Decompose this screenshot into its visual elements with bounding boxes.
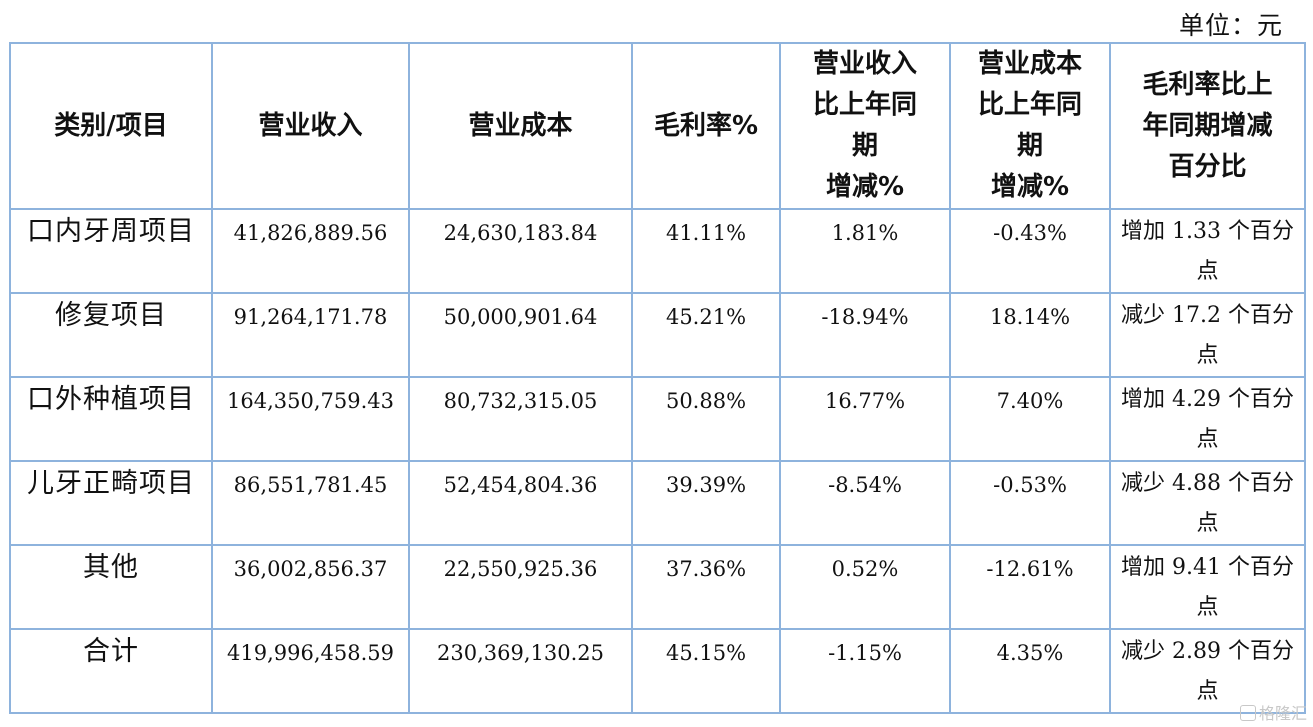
header-revenue-change: 营业收入 比上年同 期 增减% — [779, 42, 951, 210]
cell-revenue-change: -8.54% — [779, 460, 951, 546]
cell-margin: 45.15% — [631, 628, 781, 714]
cell-margin-change: 增加 1.33 个百分点 — [1109, 208, 1306, 294]
cell-category: 合计 — [9, 628, 213, 714]
cell-margin: 37.36% — [631, 544, 781, 630]
cell-margin: 41.11% — [631, 208, 781, 294]
watermark: 格隆汇 — [1239, 700, 1307, 724]
cell-margin: 45.21% — [631, 292, 781, 378]
header-cost: 营业成本 — [408, 42, 633, 210]
header-line: 营业收入 — [812, 49, 917, 79]
cell-cost-change: 7.40% — [949, 376, 1111, 462]
cell-category: 儿牙正畸项目 — [9, 460, 213, 546]
header-line: 增减% — [825, 172, 905, 202]
watermark-logo-icon — [1239, 705, 1256, 721]
cell-revenue-change: 16.77% — [779, 376, 951, 462]
cell-cost-change: -0.53% — [949, 460, 1111, 546]
cell-revenue-change: 1.81% — [779, 208, 951, 294]
cell-margin-change: 增加 9.41 个百分点 — [1109, 544, 1306, 630]
financial-table: 类别/项目 营业收入 营业成本 毛利率% 营业收入 比上年同 期 增减% 营业成… — [9, 42, 1306, 714]
cell-cost-change: -0.43% — [949, 208, 1111, 294]
header-line: 年同期增减 — [1142, 110, 1273, 141]
cell-revenue: 91,264,171.78 — [211, 292, 410, 378]
cell-category: 口内牙周项目 — [9, 208, 213, 294]
cell-cost: 24,630,183.84 — [408, 208, 633, 294]
cell-revenue-change: -1.15% — [779, 628, 951, 714]
cell-cost: 230,369,130.25 — [408, 628, 633, 714]
header-margin-change: 毛利率比上 年同期增减 百分比 — [1109, 42, 1306, 210]
header-row: 类别/项目 营业收入 营业成本 毛利率% 营业收入 比上年同 期 增减% 营业成… — [9, 42, 1306, 210]
table-row: 口外种植项目 164,350,759.43 80,732,315.05 50.8… — [9, 376, 1306, 462]
unit-label: 单位：元 — [1178, 11, 1283, 40]
cell-margin: 39.39% — [631, 460, 781, 546]
cell-cost-change: 18.14% — [949, 292, 1111, 378]
header-margin: 毛利率% — [631, 42, 781, 210]
cell-cost: 50,000,901.64 — [408, 292, 633, 378]
cell-revenue: 36,002,856.37 — [211, 544, 410, 630]
header-line: 百分比 — [1168, 151, 1247, 182]
cell-margin-change: 减少 4.88 个百分点 — [1109, 460, 1306, 546]
header-line: 比上年同 — [977, 90, 1082, 120]
table-row: 口内牙周项目 41,826,889.56 24,630,183.84 41.11… — [9, 208, 1306, 294]
cell-cost-change: 4.35% — [949, 628, 1111, 714]
cell-cost: 22,550,925.36 — [408, 544, 633, 630]
cell-margin: 50.88% — [631, 376, 781, 462]
header-line: 增减% — [990, 172, 1070, 202]
cell-revenue-change: -18.94% — [779, 292, 951, 378]
cell-category: 其他 — [9, 544, 213, 630]
header-cost-change: 营业成本 比上年同 期 增减% — [949, 42, 1111, 210]
cell-margin-change: 减少 17.2 个百分点 — [1109, 292, 1306, 378]
cell-margin-change: 减少 2.89 个百分点 — [1109, 628, 1306, 714]
cell-cost-change: -12.61% — [949, 544, 1111, 630]
header-line: 期 — [851, 131, 878, 161]
header-category: 类别/项目 — [9, 42, 213, 210]
cell-revenue: 86,551,781.45 — [211, 460, 410, 546]
cell-revenue: 164,350,759.43 — [211, 376, 410, 462]
header-line: 期 — [1016, 131, 1043, 161]
cell-cost: 80,732,315.05 — [408, 376, 633, 462]
header-line: 比上年同 — [812, 90, 917, 120]
cell-category: 口外种植项目 — [9, 376, 213, 462]
cell-category: 修复项目 — [9, 292, 213, 378]
cell-margin-change: 增加 4.29 个百分点 — [1109, 376, 1306, 462]
cell-cost: 52,454,804.36 — [408, 460, 633, 546]
table-row: 修复项目 91,264,171.78 50,000,901.64 45.21% … — [9, 292, 1306, 378]
table-row: 其他 36,002,856.37 22,550,925.36 37.36% 0.… — [9, 544, 1306, 630]
cell-revenue-change: 0.52% — [779, 544, 951, 630]
cell-revenue: 41,826,889.56 — [211, 208, 410, 294]
header-revenue: 营业收入 — [211, 42, 410, 210]
watermark-text: 格隆汇 — [1258, 704, 1307, 723]
cell-revenue: 419,996,458.59 — [211, 628, 410, 714]
header-line: 营业成本 — [977, 49, 1082, 79]
header-line: 毛利率比上 — [1142, 69, 1273, 100]
table-row-total: 合计 419,996,458.59 230,369,130.25 45.15% … — [9, 628, 1306, 714]
table-row: 儿牙正畸项目 86,551,781.45 52,454,804.36 39.39… — [9, 460, 1306, 546]
